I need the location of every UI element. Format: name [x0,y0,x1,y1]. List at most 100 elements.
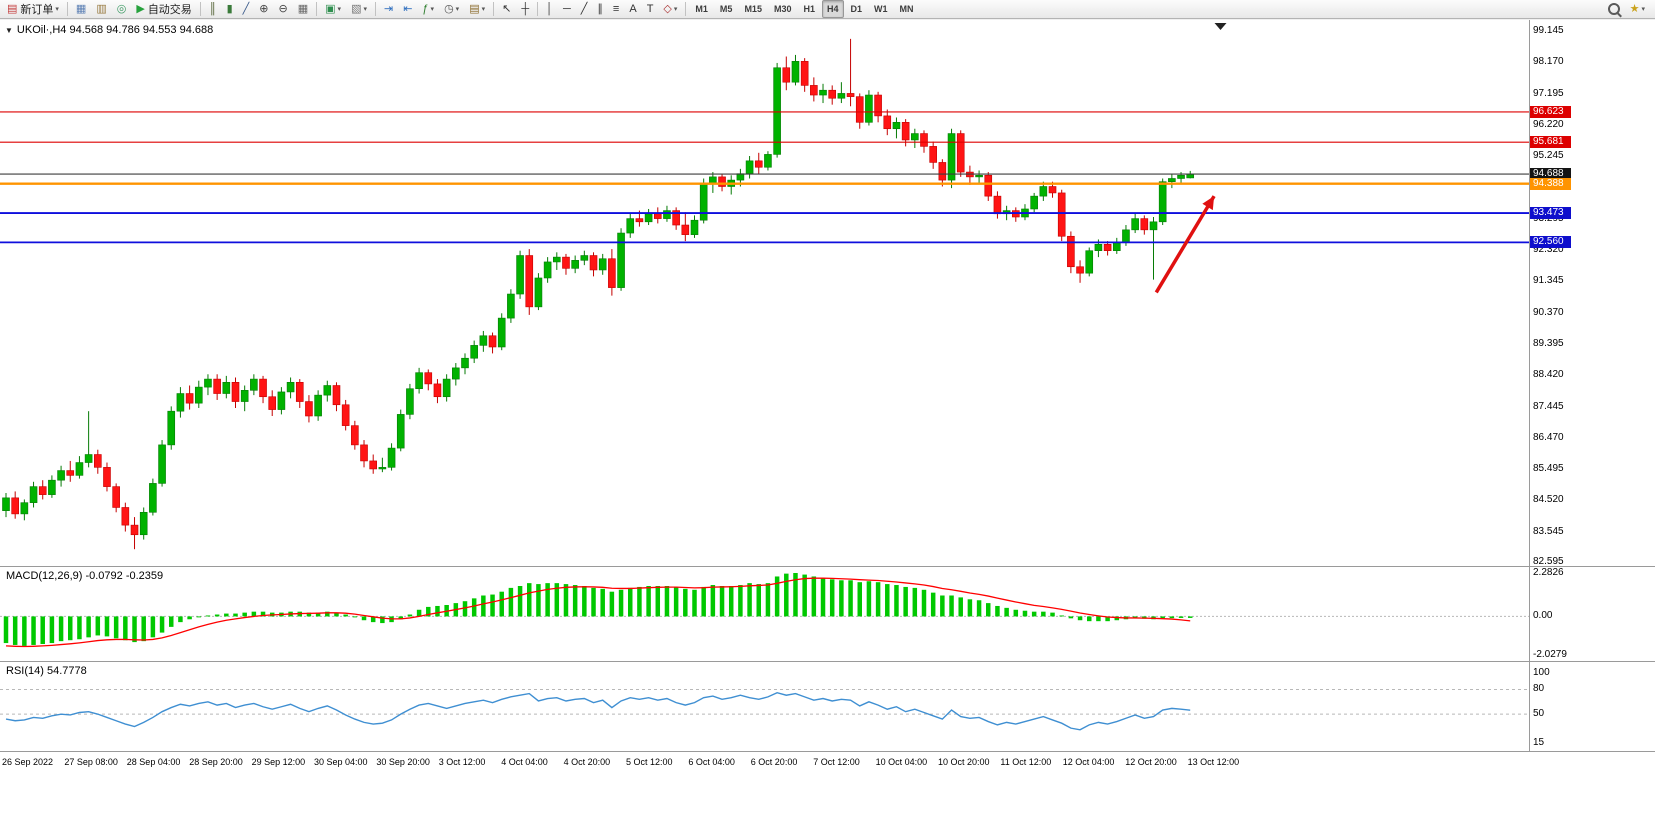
trendline-button[interactable]: ╱ [577,0,592,18]
candle-body [993,195,1002,215]
candle-body [525,255,534,308]
tf-m5-button[interactable]: M5 [715,0,738,18]
text-label-button[interactable]: T [643,0,658,18]
time-axis[interactable]: 26 Sep 2022 27 Sep 08:00 28 Sep 04:00 28 Se… [0,752,1655,774]
tf-mn-button[interactable]: MN [895,0,919,18]
candlestick-chart-button[interactable]: ▮ [223,0,237,18]
auto-scroll-button[interactable]: ⇥ [380,0,397,18]
market-watch-button[interactable]: ◎ [113,0,131,18]
tf-d1-button[interactable]: D1 [846,0,868,18]
tf-m15-button[interactable]: M15 [739,0,767,18]
rsi-scale-tick: 100 [1533,667,1550,678]
rsi-canvas[interactable] [0,662,1530,751]
trend-arrow-annotation[interactable] [1154,195,1216,294]
favorites-button[interactable]: ★ ▾ [1626,0,1649,18]
crosshair-icon: ┼ [521,2,530,15]
bar-chart-button[interactable]: ║ [205,0,221,18]
candle-body [855,96,864,123]
rsi-line [5,692,1191,731]
price-badge: 96.623 [1530,105,1571,118]
candle-body [461,357,469,369]
tf-h4-button-label: H4 [826,4,839,14]
line-chart-button[interactable]: ╱ [239,0,254,18]
tf-w1-button[interactable]: W1 [869,0,893,18]
tf-h1-button-label: H1 [803,4,815,14]
cursor-button[interactable]: ↖ [498,0,515,18]
toolbar-separator [374,2,376,16]
macd-signal-line [5,577,1191,648]
rsi-scale-tick: 50 [1533,708,1545,720]
new-chart-button[interactable]: ▣ ▾ [321,0,345,18]
dropdown-caret-icon: ▾ [55,6,59,13]
candle-body [1177,174,1185,179]
line-chart-icon: ╱ [242,2,250,15]
main-chart-canvas[interactable] [0,20,1530,566]
candle-body [194,386,203,404]
time-label: 7 Oct 12:00 [813,757,860,767]
crosshair-button[interactable]: ┼ [517,0,533,18]
arrow-head [1202,196,1215,211]
candle-body [791,61,800,83]
price-tick: 95.245 [1533,150,1564,162]
candle-body [1140,218,1149,231]
zoom-in-button[interactable]: ⊕ [255,0,272,18]
rsi-scale: 100 80 50 15 [1530,662,1655,751]
candle-body [185,393,194,404]
candle-body [48,479,56,495]
price-tick: 89.395 [1533,337,1564,349]
channel-icon: ∥ [597,2,603,15]
horizontal-line-objects[interactable] [0,111,1529,244]
fibonacci-button[interactable]: ≡ [609,0,623,18]
price-tick: 92.320 [1533,244,1564,256]
macd-canvas[interactable] [0,567,1530,661]
profiles-button[interactable]: ▥ [92,0,110,18]
tf-m30-button[interactable]: M30 [769,0,797,18]
vertical-line-button[interactable]: │ [542,0,557,18]
candle-body [635,218,644,223]
time-label: 10 Oct 04:00 [875,757,928,767]
indicators-button[interactable]: ƒ ▾ [418,0,438,18]
profile-charts-button[interactable]: ▧ ▾ [347,0,371,18]
candle-body [773,67,781,155]
text-label-icon: T [646,2,654,15]
text-button[interactable]: A [625,0,640,18]
star-icon: ★ [1629,2,1640,15]
arrows-button[interactable]: ◇ ▾ [659,0,681,18]
candle-body [608,258,616,288]
templates-button[interactable]: ▤ ▾ [465,0,489,18]
horizontal-line-icon: ─ [563,2,571,15]
time-label: 30 Sep 04:00 [314,757,368,767]
charts-window-button[interactable]: ▦ [72,0,90,18]
chart-shift-button[interactable]: ⇤ [399,0,416,18]
search-button[interactable] [1604,0,1624,18]
periods-button[interactable]: ◷ ▾ [440,0,463,18]
rsi-header: RSI(14) 54.7778 [6,665,87,677]
tile-windows-button[interactable]: ▦ [294,0,312,18]
tf-m1-button[interactable]: M1 [690,0,713,18]
tf-h4-button[interactable]: H4 [821,0,844,18]
auto-scroll-icon: ⇥ [383,2,394,15]
zoom-out-button[interactable]: ⊖ [275,0,292,18]
candle-body [764,154,772,168]
candle-body [2,497,10,511]
dropdown-caret-icon: ▾ [363,6,367,13]
candle-body [598,258,607,271]
time-label: 4 Oct 04:00 [501,757,548,767]
collapse-chart-icon[interactable]: ▼ [5,26,13,35]
horizontal-line-button[interactable]: ─ [559,0,575,18]
candle-body [433,383,442,398]
price-tick: 85.495 [1533,463,1564,475]
price-tick: 98.170 [1533,56,1564,68]
candle-body [378,467,387,470]
new-order-button[interactable]: ▤ 新订单 ▾ [3,0,63,18]
price-axis[interactable]: 99.14598.17097.19596.22095.24594.27093.2… [1530,20,1655,567]
candle-body [452,367,460,380]
candle-body [626,218,635,234]
profiles-icon: ▥ [96,2,107,15]
indicators-icon: ƒ [422,2,429,15]
tf-h1-button[interactable]: H1 [798,0,820,18]
candlestick-series [2,38,1195,550]
candle-body [901,122,910,141]
channel-button[interactable]: ∥ [593,0,607,18]
auto-trading-button[interactable]: ▶ 自动交易 [132,0,195,18]
